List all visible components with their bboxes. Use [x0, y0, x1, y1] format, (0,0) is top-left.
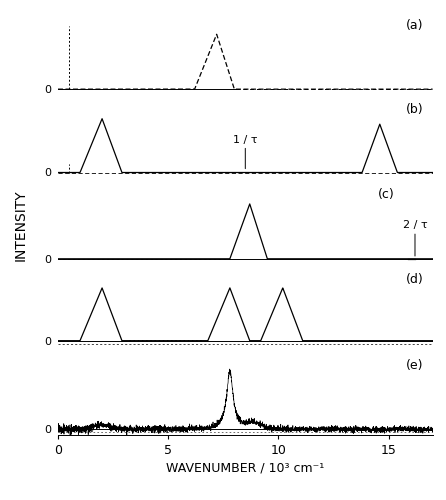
Text: (a): (a) — [406, 18, 424, 32]
Text: (d): (d) — [406, 272, 424, 285]
Text: 2 / τ: 2 / τ — [403, 220, 427, 230]
Text: 1 / τ: 1 / τ — [233, 134, 257, 144]
X-axis label: WAVENUMBER / 10³ cm⁻¹: WAVENUMBER / 10³ cm⁻¹ — [166, 461, 324, 474]
Text: INTENSITY: INTENSITY — [13, 189, 27, 261]
Text: (c): (c) — [377, 188, 394, 202]
Text: (e): (e) — [406, 358, 424, 372]
Text: (b): (b) — [406, 104, 424, 117]
